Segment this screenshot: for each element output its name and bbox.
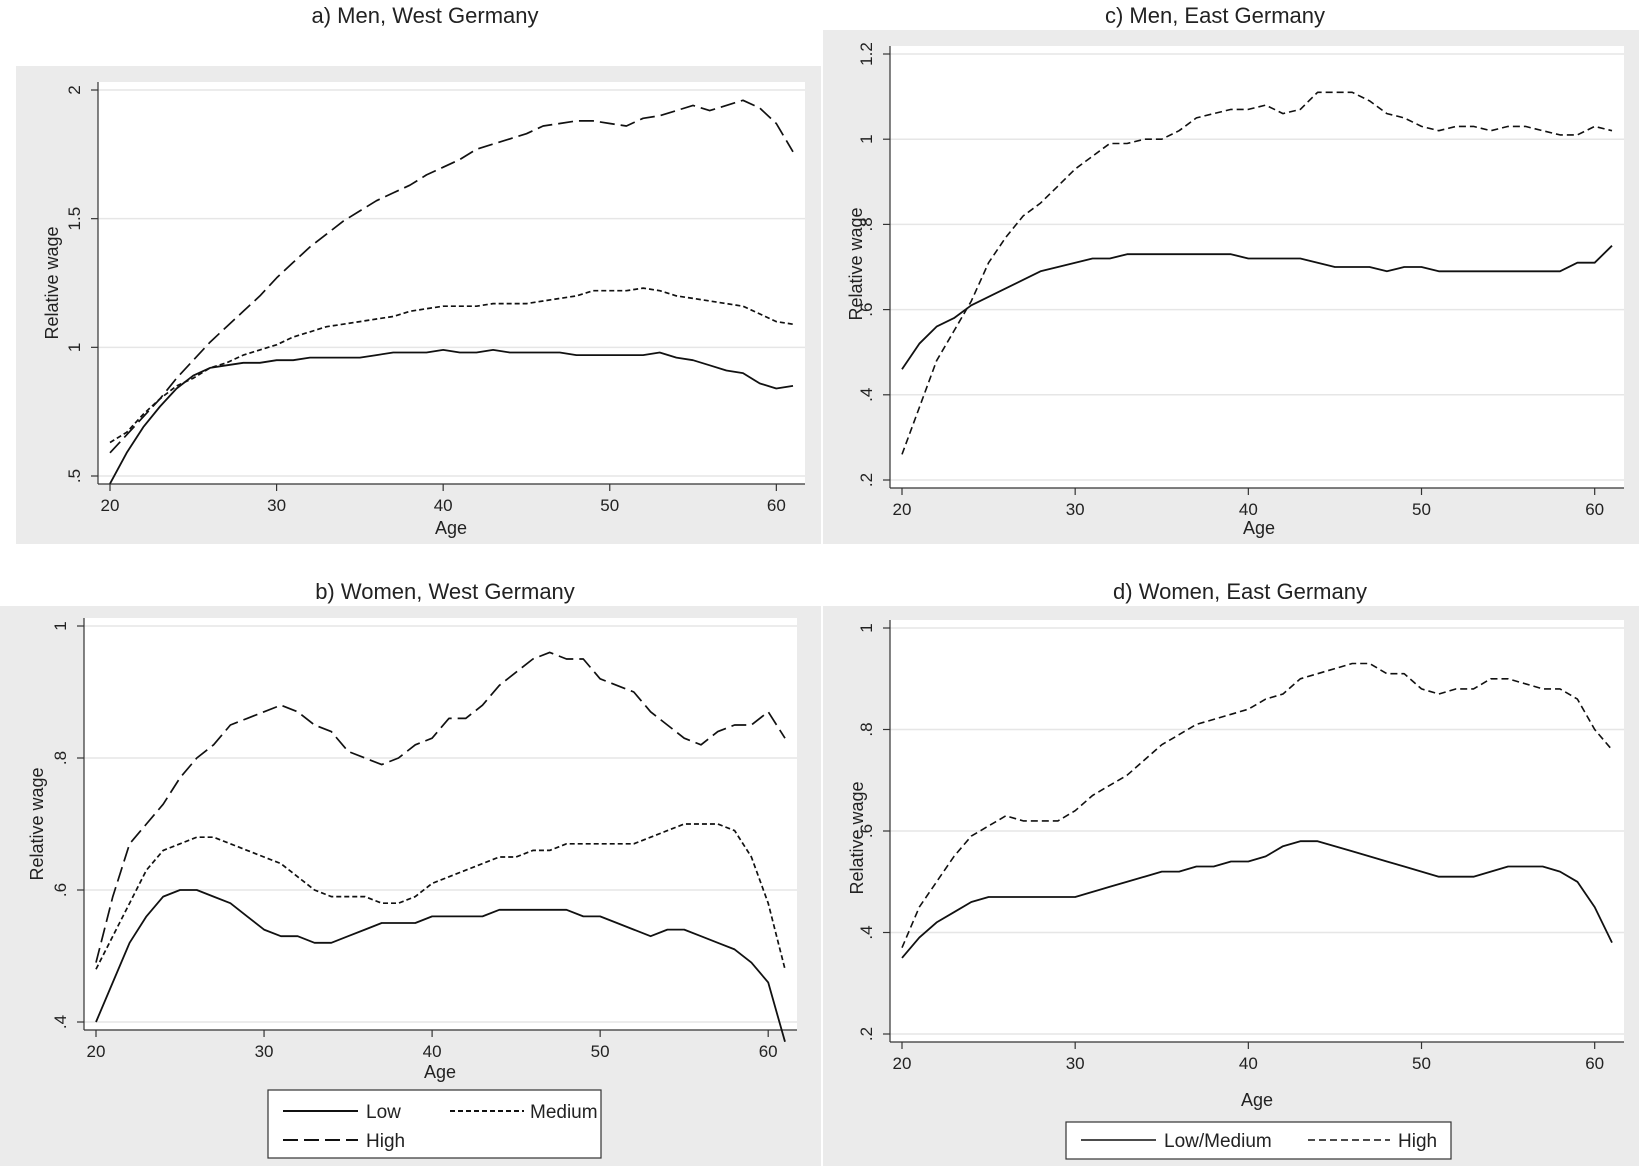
- legend-box: [267, 1089, 602, 1159]
- panel-women-east: d) Women, East Germany .2 .4 .6 .8 1 20 30 40 50…: [823, 579, 1639, 1166]
- panel-title: a) Men, West Germany: [312, 3, 539, 28]
- x-axis-label: Age: [1243, 518, 1275, 538]
- panel-women-west: b) Women, West Germany .4 .6 .8 1 20 30 40 50 60…: [0, 579, 821, 1166]
- x-tick-label: 50: [1412, 500, 1431, 519]
- legend-label-high: High: [366, 1131, 405, 1152]
- y-tick-label: 1: [857, 134, 876, 143]
- panel-men-west: a) Men, West Germany .5 1 1.5 2 20 30 40 50 60 A…: [16, 3, 821, 544]
- plot-area: [890, 46, 1624, 488]
- x-tick-label: 20: [893, 1054, 912, 1073]
- series-line-low: [95, 889, 786, 1043]
- legend: Low Medium High: [267, 1089, 602, 1159]
- y-tick-label: .6: [51, 883, 70, 897]
- x-axis-label: Age: [435, 518, 467, 538]
- series-line-high: [901, 662, 1613, 949]
- series-line-low-medium: [901, 245, 1613, 370]
- legend-label-low-medium: Low/Medium: [1164, 1131, 1272, 1152]
- series-line-low: [109, 348, 794, 485]
- x-tick-label: 30: [267, 496, 286, 515]
- x-tick-label: 60: [759, 1042, 778, 1061]
- y-tick-label: 1.5: [65, 207, 84, 231]
- y-tick-label: 1: [65, 343, 84, 352]
- series-line-high: [95, 651, 786, 963]
- y-tick-label: .6: [857, 303, 876, 317]
- x-tick-label: 50: [591, 1042, 610, 1061]
- x-tick-label: 20: [101, 496, 120, 515]
- series-line-medium: [109, 287, 794, 444]
- plot-area: [98, 82, 805, 484]
- y-tick-label: .5: [65, 469, 84, 483]
- x-tick-label: 40: [434, 496, 453, 515]
- x-tick-label: 60: [767, 496, 786, 515]
- x-axis-label: Age: [1241, 1090, 1273, 1110]
- y-tick-label: .4: [857, 388, 876, 402]
- series-line-medium: [95, 823, 786, 970]
- series-line-low-medium: [901, 840, 1613, 959]
- x-tick-label: 30: [255, 1042, 274, 1061]
- x-tick-label: 20: [87, 1042, 106, 1061]
- y-tick-label: .6: [857, 824, 876, 838]
- series-line-high: [901, 91, 1613, 455]
- plot-area: [84, 618, 797, 1030]
- panel-title: d) Women, East Germany: [1113, 579, 1367, 604]
- panel-title: c) Men, East Germany: [1105, 3, 1325, 28]
- panel-title: b) Women, West Germany: [315, 579, 575, 604]
- y-tick-label: .4: [51, 1015, 70, 1029]
- y-axis-label: Relative wage: [27, 767, 47, 880]
- x-tick-label: 40: [1239, 500, 1258, 519]
- legend-label-medium: Medium: [530, 1102, 598, 1123]
- y-tick-label: 1: [51, 621, 70, 630]
- y-tick-label: 2: [65, 85, 84, 94]
- x-tick-label: 20: [893, 500, 912, 519]
- panel-men-east: c) Men, East Germany .2 .4 .6 .8 1 1.2 20 30 40 5…: [823, 3, 1639, 544]
- y-tick-label: .2: [857, 473, 876, 487]
- x-tick-label: 60: [1585, 500, 1604, 519]
- x-tick-label: 30: [1066, 1054, 1085, 1073]
- x-axis-label: Age: [424, 1062, 456, 1082]
- y-tick-label: 1: [857, 623, 876, 632]
- x-tick-label: 60: [1585, 1054, 1604, 1073]
- y-tick-label: .2: [857, 1027, 876, 1041]
- y-axis-label: Relative wage: [846, 207, 866, 320]
- x-tick-label: 40: [1239, 1054, 1258, 1073]
- x-tick-label: 50: [1412, 1054, 1431, 1073]
- y-tick-label: 1.2: [857, 42, 876, 66]
- legend-label-low: Low: [366, 1102, 401, 1123]
- x-tick-label: 30: [1066, 500, 1085, 519]
- y-tick-label: .8: [857, 722, 876, 736]
- y-tick-label: .8: [857, 217, 876, 231]
- y-tick-label: .4: [857, 925, 876, 939]
- x-tick-label: 40: [423, 1042, 442, 1061]
- x-tick-label: 50: [600, 496, 619, 515]
- series-line-high: [109, 99, 794, 454]
- legend: Low/Medium High: [1065, 1121, 1452, 1160]
- y-axis-label: Relative wage: [847, 781, 867, 894]
- legend-label-high: High: [1398, 1131, 1437, 1152]
- y-axis-label: Relative wage: [42, 226, 62, 339]
- y-tick-label: .8: [51, 751, 70, 765]
